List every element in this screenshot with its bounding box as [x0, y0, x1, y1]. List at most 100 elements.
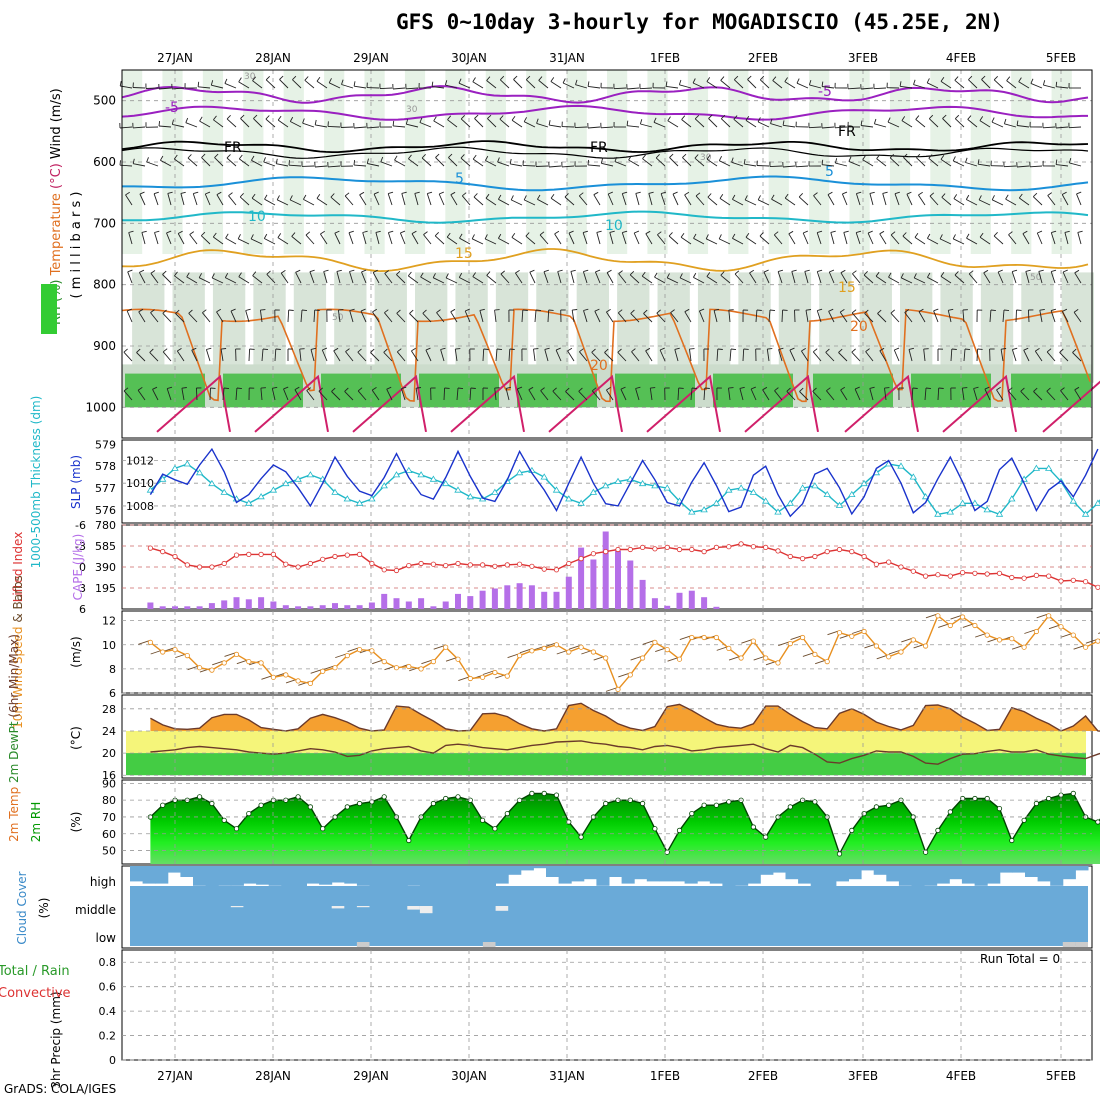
wind-barb-flag: [565, 387, 570, 392]
lifted-index-point-12: [295, 564, 301, 570]
wind-barb-flag: [657, 231, 662, 236]
wind-barb-flag: [1062, 308, 1068, 312]
wind-barb-flag: [879, 347, 885, 352]
contour-label-16: 50: [1030, 273, 1042, 283]
wind-barb-flag: [289, 195, 293, 201]
wind-barb: [472, 81, 484, 89]
wind-barb-flag: [973, 386, 979, 389]
wind-barb: [448, 157, 458, 167]
wind-barb: [781, 309, 784, 323]
lifted-index-point-16: [344, 552, 350, 558]
lifted-index-point-26: [467, 562, 473, 568]
wind-barb: [954, 274, 965, 284]
wind-barb-flag: [901, 116, 906, 121]
wind-barb-flag: [887, 117, 891, 123]
wind-barb-flag: [223, 387, 230, 390]
cloud-high-25: [445, 866, 459, 888]
wind-barb: [396, 274, 406, 284]
wind-barb: [744, 163, 757, 167]
cloud-high-75: [1075, 866, 1089, 871]
wind-barb: [209, 387, 211, 401]
wind-barb: [280, 272, 289, 284]
lifted-index-point-49: [750, 544, 757, 550]
cloud-level-high: high: [90, 875, 116, 889]
wind-barb: [756, 165, 770, 167]
wind-barb: [942, 118, 952, 128]
wind-barb: [601, 162, 614, 167]
magenta-contour-4: [548, 374, 623, 433]
wind-barb-flag: [851, 348, 856, 353]
wind-barb-flag: [445, 273, 449, 279]
wind-barb-flag: [1050, 308, 1057, 312]
cloud-high-45: [697, 866, 711, 882]
wind-barb: [154, 232, 159, 245]
wind-barb-flag: [719, 194, 724, 199]
wind-barb: [834, 126, 848, 129]
wind-barb: [260, 388, 263, 401]
wind-barb-flag: [979, 232, 984, 238]
wind-barb: [855, 232, 861, 245]
wind-barb-flag: [472, 272, 476, 277]
wind-barb: [399, 232, 406, 245]
wind-barb-flag: [460, 114, 466, 120]
wind-barb-flag: [1025, 269, 1031, 272]
lifted-index-point-40: [639, 544, 646, 551]
wind-barb: [1034, 350, 1043, 362]
wind-barb-flag: [181, 387, 187, 389]
wind-barb: [954, 118, 965, 128]
wind-barb: [396, 351, 406, 362]
contour-label-13: 30: [244, 72, 256, 82]
wind-barb-flag: [320, 230, 325, 235]
wind-barb-flag: [146, 157, 149, 163]
wind-barb: [149, 352, 159, 362]
rh-green-blob: [125, 373, 205, 408]
wind-barb-flag: [550, 193, 555, 199]
wind-barb-flag: [139, 191, 145, 195]
wind-barb: [571, 310, 575, 323]
wind-barb: [359, 194, 367, 206]
cloud-high-54: [810, 866, 824, 888]
wind-barb-flag: [680, 232, 685, 238]
wind-barb: [968, 273, 978, 284]
wind-barb: [316, 198, 328, 206]
wind-barb: [804, 271, 809, 284]
wind-speed-point-60: [886, 654, 892, 660]
wind-barb: [185, 122, 198, 128]
wind-barb-flag: [485, 155, 489, 161]
thickness-point-42: [663, 484, 671, 491]
wind-barb: [310, 349, 315, 362]
cape-bar-45: [701, 597, 708, 609]
wind-barb-flag: [653, 117, 657, 123]
wind-barb-flag: [473, 193, 478, 198]
wind-barb: [1056, 164, 1069, 167]
wind-barb-flag: [730, 348, 737, 351]
cloud-high-72: [1037, 866, 1051, 882]
cloud-high-10: [256, 866, 270, 885]
wind-barb: [276, 163, 289, 167]
magenta-contour-7: [844, 374, 919, 433]
wind-barb-flag: [455, 348, 461, 350]
wind-barb: [915, 119, 926, 128]
wind-barb-flag: [954, 76, 959, 81]
wind-barb-flag: [314, 309, 320, 311]
wind-barb: [954, 79, 965, 89]
cloud-high-43: [672, 866, 686, 882]
wind-barb-flag: [394, 155, 398, 161]
wind-barb: [521, 309, 524, 323]
cloud-high-15: [319, 866, 333, 885]
wind-barb-flag: [631, 348, 636, 353]
wind-barb: [874, 123, 887, 128]
wind-speed-point-63: [922, 643, 929, 649]
wind-barb: [893, 349, 900, 362]
wind-barb-flag: [1038, 269, 1044, 272]
wind-barb-flag: [827, 191, 833, 195]
rh-2m-point-35: [578, 834, 584, 840]
wind-barb-flag: [187, 154, 192, 159]
wind-barb: [773, 234, 783, 245]
wind-barb: [940, 276, 952, 284]
wind-barb-flag: [579, 348, 584, 353]
cape-bar-43: [676, 592, 683, 609]
wind-barb-flag: [606, 269, 612, 273]
wind-barb-flag: [372, 308, 378, 313]
wind-barb-flag: [517, 386, 523, 390]
